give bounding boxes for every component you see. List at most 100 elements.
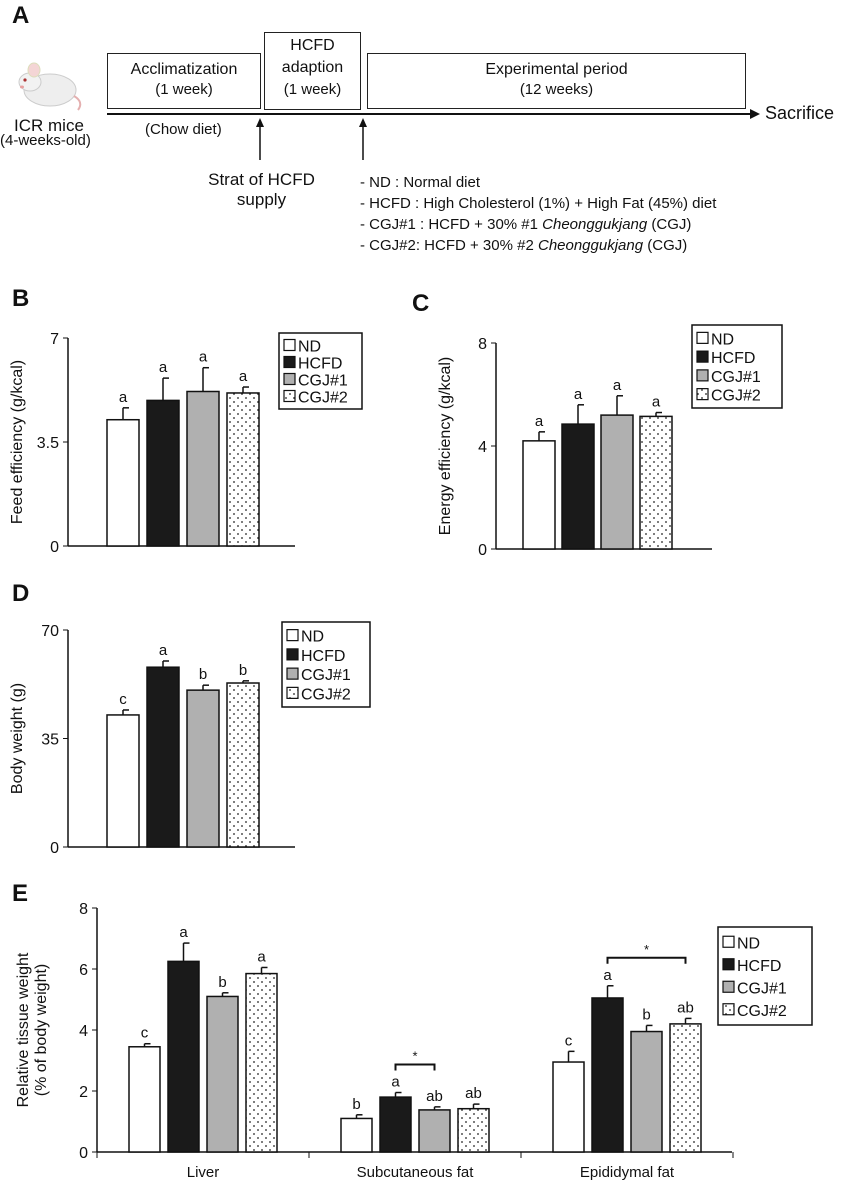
e-y-label-2: (% of body weight) bbox=[33, 964, 50, 1097]
e-legend-swatch bbox=[722, 958, 735, 971]
e-legend-label: CGJ#1 bbox=[737, 980, 787, 997]
e-legend-swatch bbox=[722, 1003, 735, 1016]
chow-diet-label: (Chow diet) bbox=[145, 121, 222, 138]
e-sig-letter: ab bbox=[426, 1088, 443, 1105]
acclimatization-box: Acclimatization (1 week) bbox=[107, 53, 261, 109]
d-sig-letter: b bbox=[199, 666, 207, 683]
hcfd-adaption-box: HCFD adaption (1 week) bbox=[264, 32, 361, 110]
subject-age: (4-weeks-old) bbox=[0, 132, 91, 149]
b-y-tick-label: 0 bbox=[50, 539, 59, 556]
b-legend-swatch bbox=[283, 389, 296, 403]
box-title: Acclimatization bbox=[130, 61, 238, 78]
d-legend-swatch bbox=[286, 629, 299, 642]
e-sig-letter: c bbox=[141, 1025, 149, 1042]
e-bar-hcfd bbox=[167, 960, 200, 1153]
c-legend-label: ND bbox=[711, 331, 734, 348]
b-sig-letter: a bbox=[239, 368, 248, 385]
e-bar-cgj1 bbox=[418, 1109, 451, 1153]
e-y-label: Relative tissue weight bbox=[15, 952, 32, 1107]
c-sig-letter: a bbox=[613, 377, 622, 394]
panel-label-b: B bbox=[12, 285, 30, 312]
c-y-tick-label: 8 bbox=[478, 336, 487, 353]
e-y-tick-label: 8 bbox=[79, 901, 88, 918]
d-sig-letter: a bbox=[159, 642, 168, 659]
b-bar-cgj1 bbox=[186, 390, 220, 547]
e-significance-bracket bbox=[606, 956, 687, 964]
b-y-label: Feed efficiency (g/kcal) bbox=[9, 360, 26, 524]
e-sig-letter: a bbox=[391, 1074, 400, 1091]
e-bar-nd bbox=[552, 1061, 585, 1153]
legend-text: (CGJ) bbox=[647, 216, 692, 233]
subject-label: ICR mice bbox=[14, 116, 84, 135]
d-y-tick-label: 0 bbox=[50, 840, 59, 857]
c-legend-label: CGJ#1 bbox=[711, 369, 761, 386]
b-bar-nd bbox=[106, 418, 140, 547]
c-legend-swatch bbox=[696, 369, 709, 382]
b-legend-swatch bbox=[283, 355, 296, 369]
b-y-tick-label: 7 bbox=[50, 331, 59, 348]
e-bar-cgj2 bbox=[669, 1023, 702, 1153]
d-y-tick-label: 35 bbox=[41, 732, 59, 749]
c-bar-cgj2 bbox=[639, 415, 673, 550]
box-duration: (12 weeks) bbox=[519, 81, 594, 98]
d-legend-swatch bbox=[286, 667, 299, 680]
timeline-arrows bbox=[107, 109, 760, 160]
c-bar-hcfd bbox=[561, 423, 595, 550]
box-duration: (1 week) bbox=[283, 81, 342, 98]
legend-italic: Cheonggukjang bbox=[537, 237, 644, 254]
c-y-label: Energy efficiency (g/kcal) bbox=[437, 357, 454, 535]
c-sig-letter: a bbox=[535, 413, 544, 430]
d-legend-label: CGJ#2 bbox=[301, 686, 351, 703]
b-legend-swatch bbox=[283, 372, 296, 386]
d-legend-label: ND bbox=[301, 629, 324, 646]
e-x-tick-label: Subcutaneous fat bbox=[357, 1164, 475, 1181]
e-bar-hcfd bbox=[591, 997, 624, 1153]
c-legend-label: HCFD bbox=[711, 350, 755, 367]
d-bar-cgj2 bbox=[226, 682, 260, 848]
e-bar-cgj1 bbox=[630, 1030, 663, 1153]
note-line: Strat of HCFD bbox=[208, 170, 315, 189]
e-y-tick-label: 2 bbox=[79, 1084, 88, 1101]
e-bar-nd bbox=[340, 1117, 373, 1153]
e-bar-cgj1 bbox=[206, 995, 239, 1153]
d-sig-letter: b bbox=[239, 662, 247, 679]
b-sig-letter: a bbox=[159, 359, 168, 376]
e-significance-mark: * bbox=[644, 942, 649, 957]
d-y-tick-label: 70 bbox=[41, 623, 59, 640]
box-title: Experimental period bbox=[485, 61, 628, 78]
c-legend-label: CGJ#2 bbox=[711, 388, 761, 405]
b-legend-label: HCFD bbox=[298, 356, 342, 373]
e-bar-nd bbox=[128, 1046, 161, 1153]
panel-label-e: E bbox=[12, 880, 29, 907]
e-y-tick-label: 4 bbox=[79, 1023, 88, 1040]
e-legend-swatch bbox=[722, 980, 735, 993]
b-legend-label: CGJ#2 bbox=[298, 390, 348, 407]
c-sig-letter: a bbox=[652, 394, 661, 411]
box-title: HCFD adaption bbox=[281, 37, 344, 76]
e-sig-letter: c bbox=[565, 1032, 573, 1049]
b-bar-hcfd bbox=[146, 399, 180, 547]
e-legend-label: CGJ#2 bbox=[737, 1003, 787, 1020]
c-bar-nd bbox=[522, 440, 556, 550]
e-sig-letter: ab bbox=[465, 1085, 482, 1102]
legend-text: - CGJ#1 : HCFD + 30% #1 bbox=[360, 216, 543, 233]
c-y-tick-label: 4 bbox=[478, 439, 487, 456]
b-sig-letter: a bbox=[119, 389, 128, 406]
d-bar-nd bbox=[106, 714, 140, 848]
panel-label-d: D bbox=[12, 580, 30, 607]
c-bar-cgj1 bbox=[600, 414, 634, 550]
d-y-label: Body weight (g) bbox=[9, 683, 26, 794]
note-line: supply bbox=[236, 190, 287, 209]
c-legend-swatch bbox=[696, 331, 709, 344]
e-x-tick-label: Liver bbox=[187, 1164, 220, 1181]
e-significance-mark: * bbox=[412, 1049, 417, 1064]
diet-legend-item: - HCFD : High Cholesterol (1%) + High Fa… bbox=[360, 195, 717, 212]
e-legend-label: HCFD bbox=[737, 958, 781, 975]
diet-legend: - ND : Normal diet - HCFD : High Cholest… bbox=[360, 172, 716, 256]
d-bar-hcfd bbox=[146, 666, 180, 848]
e-y-tick-label: 6 bbox=[79, 962, 88, 979]
panel-label-c: C bbox=[412, 290, 430, 317]
legend-text: (CGJ) bbox=[643, 237, 688, 254]
